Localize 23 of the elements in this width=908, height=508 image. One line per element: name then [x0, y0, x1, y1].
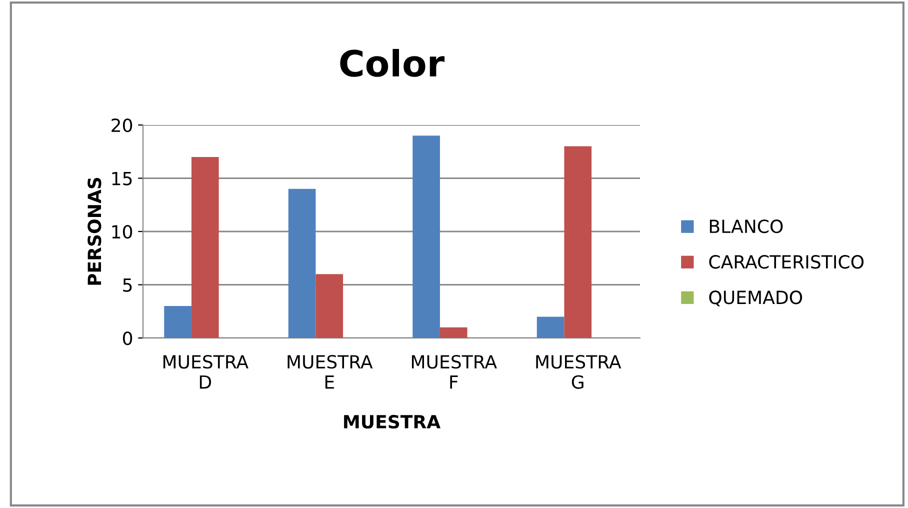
x-axis-title: MUESTRA: [344, 414, 440, 429]
y-tick-label: 10: [112, 224, 132, 239]
x-tick-label: MUESTRA E: [288, 354, 373, 389]
bar: [164, 306, 192, 338]
bar: [288, 188, 316, 338]
y-tick-label: 20: [112, 118, 132, 132]
y-tick-label: 5: [123, 278, 132, 292]
bar: [536, 316, 564, 338]
y-axis-title: PERSONAS: [88, 178, 102, 285]
x-tick-label: MUESTRA D: [163, 354, 248, 389]
x-tick-label: MUESTRA G: [536, 354, 622, 389]
legend-label: QUEMADO: [709, 290, 802, 306]
bar: [191, 156, 219, 338]
legend-label: CARACTERISTICO: [709, 255, 864, 269]
legend-label: BLANCO: [710, 220, 783, 234]
y-tick-label: 0: [122, 331, 132, 346]
bar: [412, 136, 440, 338]
bar: [564, 146, 592, 338]
y-tick-label: 15: [112, 172, 132, 186]
bar: [440, 327, 468, 338]
x-tick-label: MUESTRA F: [412, 354, 497, 389]
bar: [316, 274, 344, 338]
chart-title: Color: [340, 48, 445, 77]
